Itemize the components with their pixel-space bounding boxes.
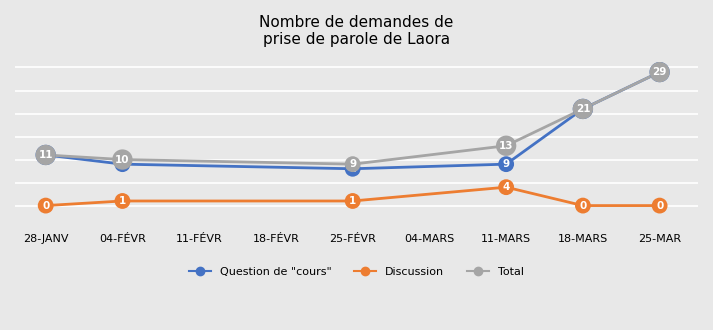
Text: 0: 0 <box>656 201 663 211</box>
Text: 1: 1 <box>349 196 356 206</box>
Text: 0: 0 <box>42 201 49 211</box>
Text: 29: 29 <box>652 67 667 77</box>
Text: 11: 11 <box>39 150 53 160</box>
Text: 9: 9 <box>349 159 356 169</box>
Text: 1: 1 <box>119 196 126 206</box>
Text: 9: 9 <box>119 159 126 169</box>
Text: 21: 21 <box>575 104 590 114</box>
Text: 11: 11 <box>39 150 53 160</box>
Text: 21: 21 <box>575 104 590 114</box>
Legend: Question de "cours", Discussion, Total: Question de "cours", Discussion, Total <box>185 263 528 281</box>
Text: 9: 9 <box>503 159 510 169</box>
Title: Nombre de demandes de
prise de parole de Laora: Nombre de demandes de prise de parole de… <box>260 15 453 48</box>
Text: 13: 13 <box>499 141 513 151</box>
Text: 4: 4 <box>503 182 510 192</box>
Text: 0: 0 <box>579 201 587 211</box>
Text: 29: 29 <box>652 67 667 77</box>
Text: 10: 10 <box>116 154 130 165</box>
Text: 8: 8 <box>349 164 356 174</box>
